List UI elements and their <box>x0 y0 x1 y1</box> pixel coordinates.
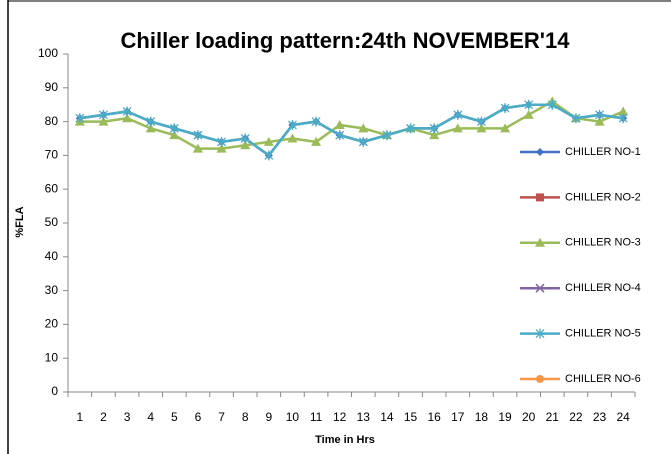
x-tick-label: 8 <box>242 410 249 424</box>
chart-title: Chiller loading pattern:24th NOVEMBER'14 <box>121 28 571 53</box>
marker <box>122 113 133 123</box>
marker <box>594 116 605 126</box>
x-tick-label: 11 <box>310 410 323 424</box>
marker <box>618 106 629 116</box>
x-tick-label: 12 <box>333 410 347 424</box>
marker <box>146 116 156 127</box>
marker <box>524 99 534 110</box>
marker <box>311 116 321 127</box>
x-tick-label: 19 <box>498 410 512 424</box>
series <box>75 99 628 161</box>
marker <box>429 130 440 140</box>
marker <box>335 130 345 141</box>
x-tick-label: 3 <box>124 410 131 424</box>
x-tick-label: 13 <box>357 410 371 424</box>
marker <box>618 113 628 124</box>
series-line <box>79 99 624 150</box>
x-tick-label: 22 <box>569 410 583 424</box>
marker <box>500 103 510 114</box>
marker <box>217 136 227 147</box>
y-tick-label: 30 <box>45 283 59 297</box>
y-tick-label: 10 <box>45 350 59 364</box>
y-tick-label: 0 <box>51 384 58 398</box>
marker <box>334 119 345 129</box>
y-tick-label: 70 <box>45 148 59 162</box>
x-tick-label: 16 <box>428 410 442 424</box>
legend-label: CHILLER NO-4 <box>565 282 641 294</box>
marker <box>476 116 486 127</box>
marker <box>476 123 487 133</box>
legend-label: CHILLER NO-6 <box>565 373 641 385</box>
y-tick-label: 50 <box>45 215 59 229</box>
marker <box>240 140 251 150</box>
marker <box>122 106 132 117</box>
y-tick-label: 20 <box>45 317 59 331</box>
marker <box>192 143 203 153</box>
x-tick-label: 15 <box>404 410 418 424</box>
legend-label: CHILLER NO-5 <box>565 328 641 340</box>
y-tick-label: 40 <box>45 249 59 263</box>
x-tick-label: 2 <box>100 410 107 424</box>
marker <box>169 130 180 140</box>
x-tick-label: 7 <box>218 410 225 424</box>
x-tick-label: 20 <box>522 410 536 424</box>
marker <box>536 375 544 383</box>
marker <box>287 133 298 143</box>
marker <box>535 328 545 339</box>
marker <box>429 123 439 134</box>
x-tick-label: 4 <box>147 410 154 424</box>
marker <box>500 123 511 133</box>
marker <box>145 123 156 133</box>
x-tick-label: 18 <box>475 410 489 424</box>
x-tick-label: 1 <box>76 410 83 424</box>
x-tick-label: 24 <box>617 410 631 424</box>
marker <box>536 148 544 156</box>
marker <box>169 123 179 134</box>
x-tick-label: 17 <box>451 410 465 424</box>
y-tick-label: 60 <box>45 181 59 195</box>
marker <box>382 130 392 141</box>
y-tick-label: 80 <box>45 114 59 128</box>
y-tick-label: 100 <box>38 46 58 60</box>
legend-label: CHILLER NO-2 <box>565 191 641 203</box>
marker <box>595 109 605 120</box>
marker <box>75 113 85 124</box>
marker <box>216 143 227 153</box>
series-line <box>79 103 624 158</box>
marker <box>536 193 544 202</box>
x-tick-label: 21 <box>546 410 560 424</box>
marker <box>193 130 203 141</box>
y-axis-label: %FLA <box>14 206 26 237</box>
marker <box>571 113 581 124</box>
marker <box>264 150 274 161</box>
x-tick-label: 10 <box>286 410 300 424</box>
marker <box>311 136 322 146</box>
x-tick-label: 23 <box>593 410 607 424</box>
marker <box>535 237 545 247</box>
series-line <box>79 103 624 158</box>
marker <box>535 283 545 293</box>
legend-label: CHILLER NO-3 <box>565 237 641 249</box>
x-tick-label: 5 <box>171 410 178 424</box>
marker <box>453 109 463 120</box>
marker <box>240 133 250 144</box>
marker <box>98 116 109 126</box>
marker <box>98 109 108 120</box>
legend-label: CHILLER NO-1 <box>565 146 641 158</box>
x-tick-label: 9 <box>265 410 272 424</box>
marker <box>287 119 297 130</box>
marker <box>523 109 534 119</box>
y-tick-label: 90 <box>45 80 59 94</box>
marker <box>406 123 416 134</box>
x-tick-label: 6 <box>195 410 202 424</box>
marker <box>263 136 274 146</box>
x-axis-label: Time in Hrs <box>315 434 375 446</box>
x-tick-label: 14 <box>380 410 394 424</box>
marker <box>452 123 463 133</box>
marker <box>358 136 368 147</box>
marker <box>547 99 557 110</box>
marker <box>358 123 369 133</box>
